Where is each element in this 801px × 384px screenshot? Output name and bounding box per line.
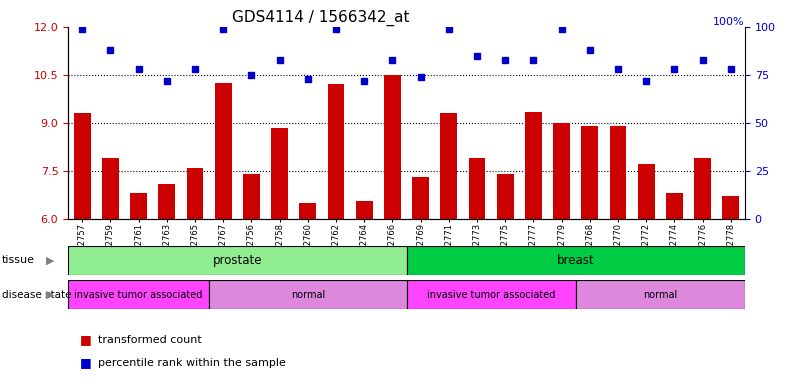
Bar [187,168,203,219]
Bar [694,158,711,219]
Bar [159,184,175,219]
Text: ▶: ▶ [46,290,54,300]
Text: prostate: prostate [212,254,262,266]
Text: normal: normal [643,290,678,300]
Text: normal: normal [291,290,325,300]
Text: invasive tumor associated: invasive tumor associated [427,290,555,300]
Bar [666,193,683,219]
Bar [610,126,626,219]
Bar [576,280,745,309]
Bar [209,280,407,309]
Bar [243,174,260,219]
Bar [525,112,542,219]
Bar [582,126,598,219]
Bar [300,203,316,219]
Bar [68,280,209,309]
Bar [356,201,372,219]
Text: ■: ■ [80,356,92,369]
Bar [553,123,570,219]
Text: ■: ■ [80,333,92,346]
Text: ▶: ▶ [46,255,54,265]
Bar [271,127,288,219]
Text: GDS4114 / 1566342_at: GDS4114 / 1566342_at [231,10,409,26]
Bar [102,158,119,219]
Bar [497,174,513,219]
Bar [130,193,147,219]
Text: tissue: tissue [2,255,34,265]
Text: breast: breast [557,254,594,266]
Text: 100%: 100% [714,17,745,27]
Text: invasive tumor associated: invasive tumor associated [74,290,203,300]
Bar [68,246,407,275]
Bar [328,84,344,219]
Bar [74,113,91,219]
Bar [441,113,457,219]
Bar [723,197,739,219]
Bar [407,280,576,309]
Bar [215,83,231,219]
Text: disease state: disease state [2,290,71,300]
Bar [384,75,400,219]
Bar [413,177,429,219]
Bar [407,246,745,275]
Bar [469,158,485,219]
Text: transformed count: transformed count [98,335,202,345]
Bar [638,164,654,219]
Text: percentile rank within the sample: percentile rank within the sample [98,358,286,368]
